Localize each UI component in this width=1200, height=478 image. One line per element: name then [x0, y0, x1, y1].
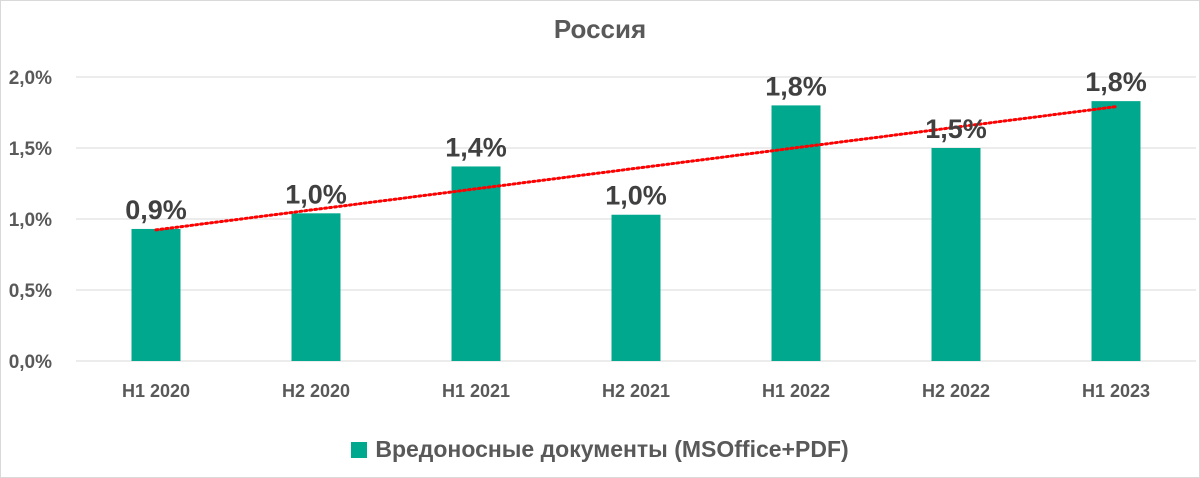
- bar: [931, 148, 981, 361]
- legend: Вредоносные документы (MSOffice+PDF): [0, 436, 1200, 463]
- x-tick-label: H2 2020: [282, 381, 350, 401]
- y-tick-label: 1,5%: [9, 139, 52, 160]
- data-label: 1,5%: [925, 114, 987, 144]
- data-label: 1,4%: [445, 132, 507, 162]
- bar: [1091, 101, 1141, 361]
- bar: [291, 213, 341, 361]
- x-tick-label: H1 2022: [762, 381, 830, 401]
- x-tick-label: H1 2023: [1082, 381, 1150, 401]
- bar: [771, 105, 821, 362]
- bar: [451, 166, 501, 361]
- legend-swatch: [351, 442, 368, 458]
- data-label: 1,8%: [1085, 67, 1147, 97]
- chart-title: Россия: [553, 14, 647, 44]
- bar: [131, 228, 181, 361]
- legend-label: Вредоносные документы (MSOffice+PDF): [375, 436, 849, 462]
- y-tick-label: 0,5%: [9, 281, 52, 302]
- y-tick-label: 2,0%: [9, 68, 52, 89]
- data-label: 1,8%: [765, 71, 827, 101]
- x-tick-label: H2 2021: [602, 381, 670, 401]
- data-label: 1,0%: [285, 179, 347, 209]
- data-label: 1,0%: [605, 181, 667, 211]
- x-tick-label: H1 2020: [122, 381, 190, 401]
- bar: [611, 214, 661, 361]
- x-tick-label: H2 2022: [922, 381, 990, 401]
- data-label: 0,9%: [125, 195, 187, 225]
- y-tick-label: 0,0%: [9, 352, 52, 373]
- x-tick-label: H1 2021: [442, 381, 510, 401]
- y-tick-label: 1,0%: [9, 210, 52, 231]
- trendline: [154, 105, 1118, 232]
